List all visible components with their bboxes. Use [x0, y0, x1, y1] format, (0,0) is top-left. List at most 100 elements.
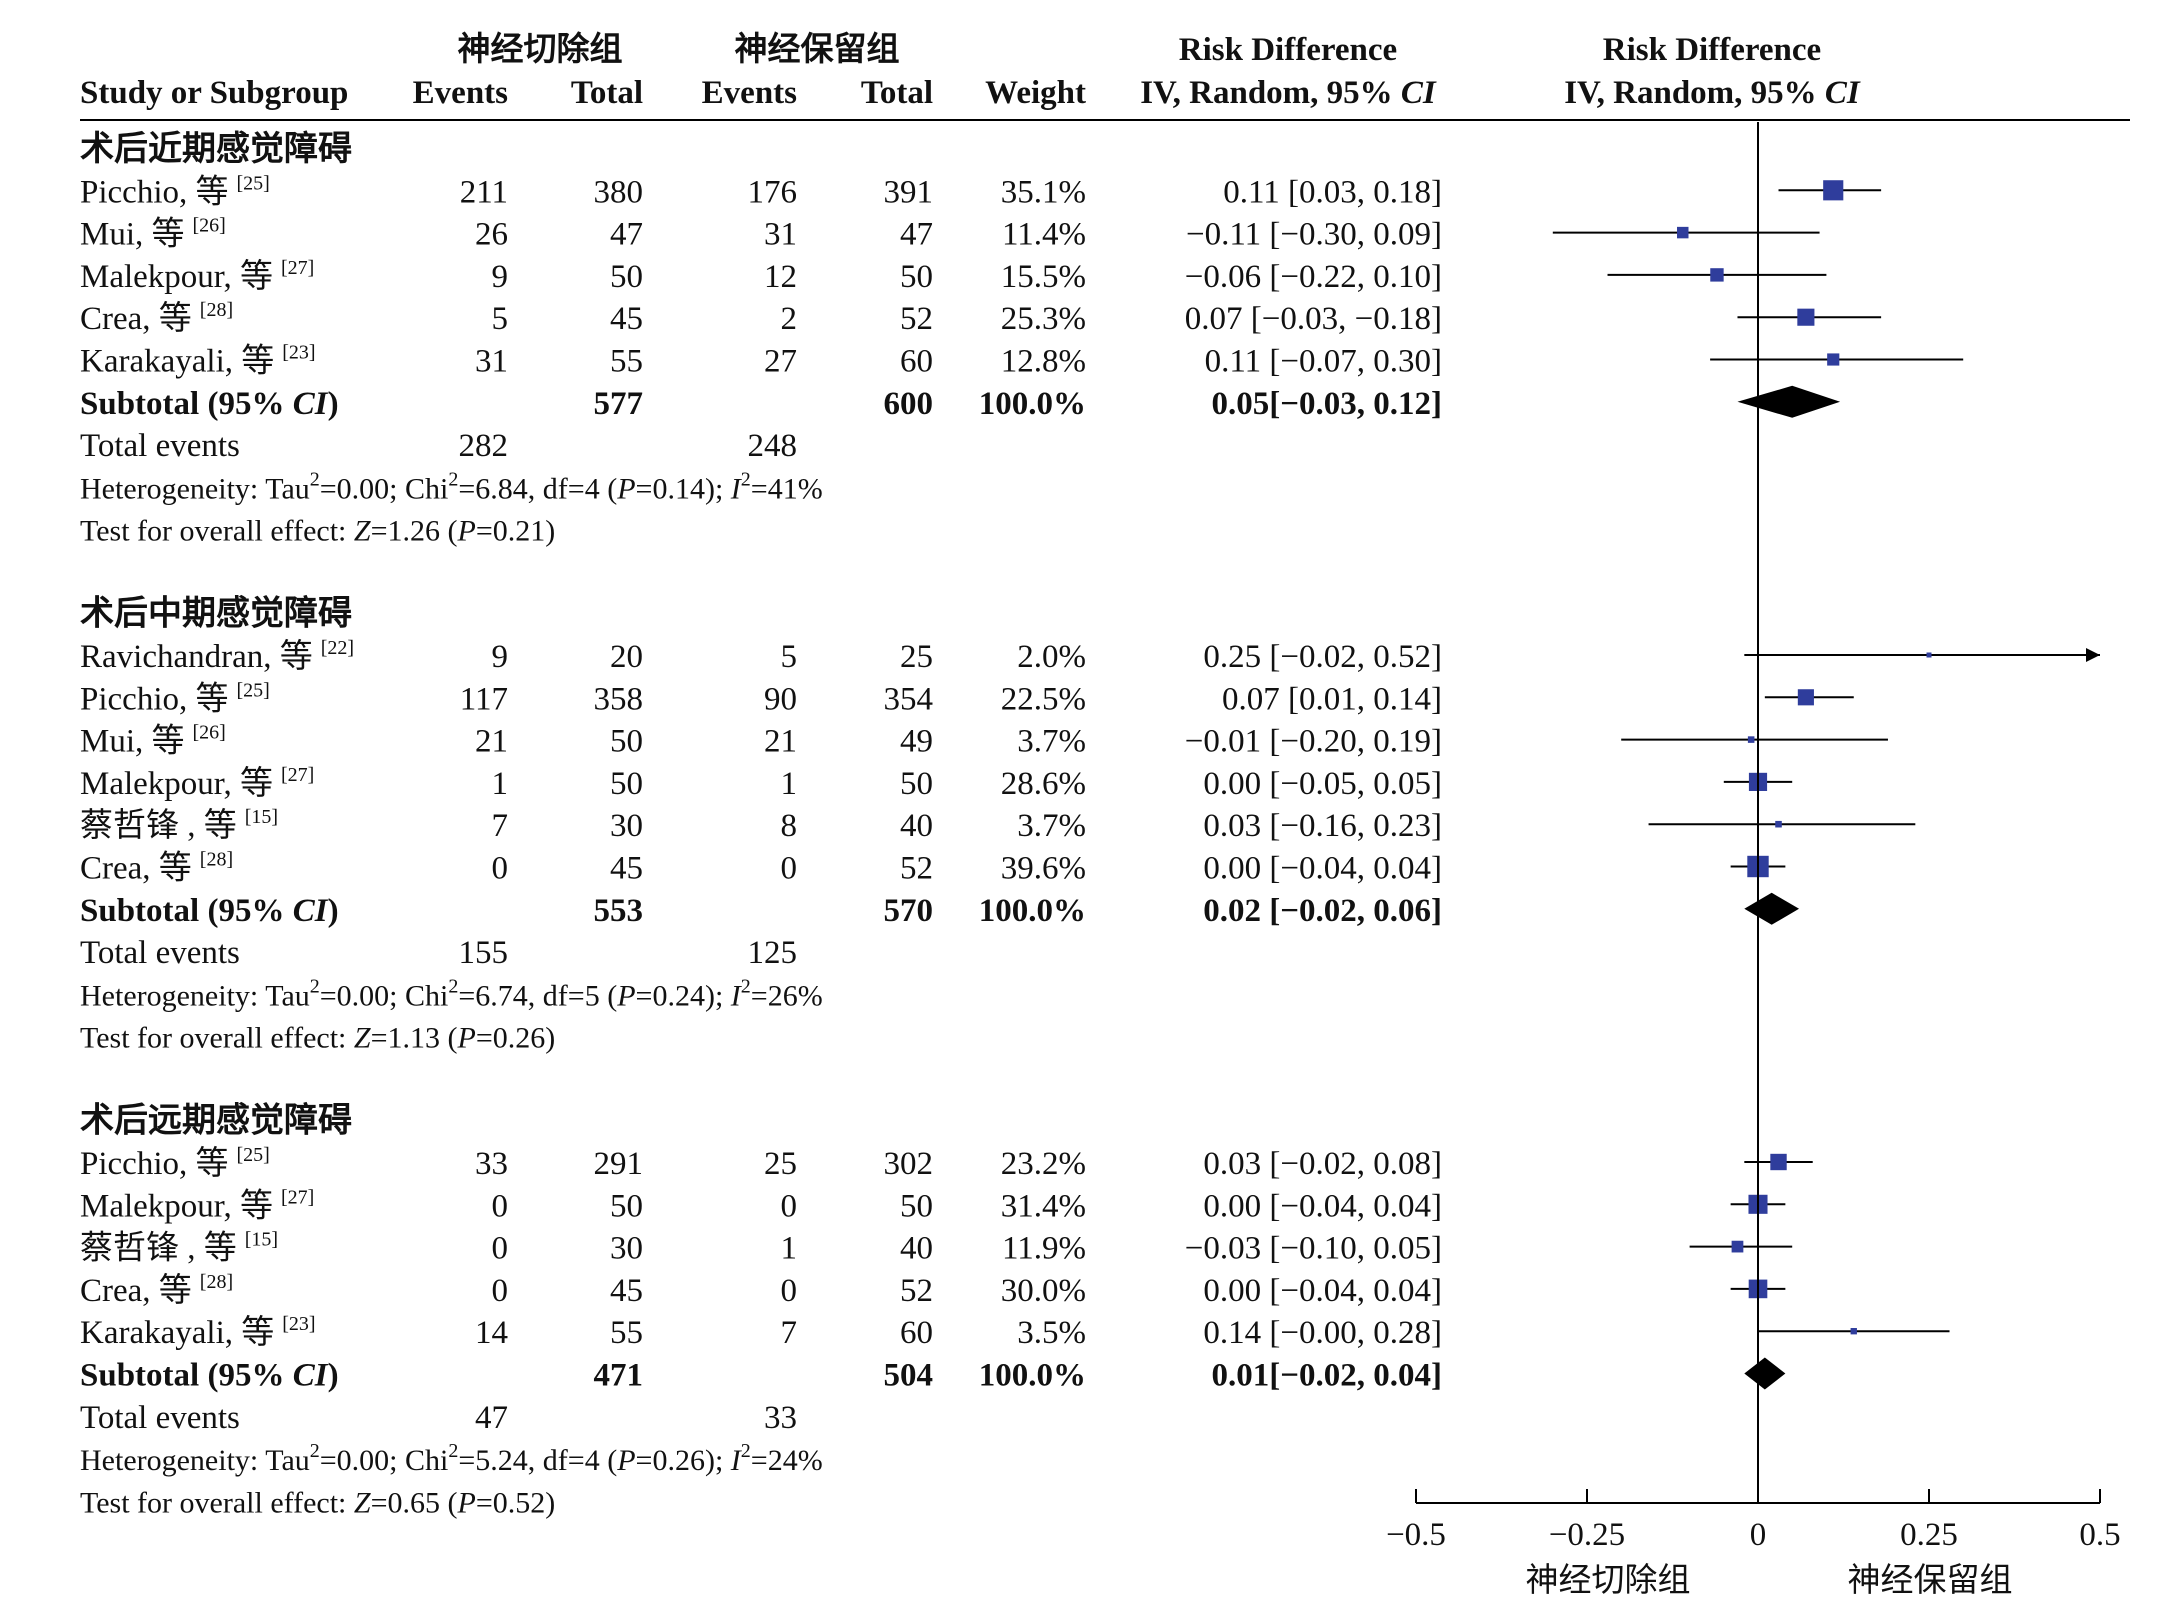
events-group1: 21 [475, 724, 508, 760]
events-group2: 1 [781, 766, 798, 802]
total-group1: 20 [610, 639, 643, 675]
study-name: Malekpour, 等 [27] [80, 257, 314, 295]
subtotal-label-text: Subtotal (95% [80, 893, 293, 929]
events-group2: 31 [764, 217, 797, 253]
study-reference: [26] [193, 215, 226, 237]
study-name-text: Mui, 等 [80, 723, 185, 760]
study-name: 蔡哲锋 , 等 [15] [80, 806, 278, 844]
overall-effect-p: P [457, 515, 476, 548]
subtotal-label: Subtotal (95% CI) [80, 1358, 339, 1394]
weight-value: 39.6% [1001, 851, 1086, 887]
subtotal-total-group1: 577 [594, 386, 644, 422]
total-group1: 47 [610, 217, 643, 253]
risk-difference-ci: 0.00 [−0.05, 0.05] [1203, 766, 1442, 802]
group2-events-header: Events [702, 75, 798, 111]
risk-difference-ci: 0.14 [−0.00, 0.28] [1203, 1315, 1442, 1351]
heterogeneity-i-value: =24% [751, 1444, 823, 1477]
study-name: Malekpour, 等 [27] [80, 764, 314, 802]
weight-value: 3.5% [1017, 1315, 1086, 1351]
study-name-text: Mui, 等 [80, 216, 185, 253]
total-events-label: Total events [80, 1400, 240, 1436]
study-name-text: Crea, 等 [80, 1272, 192, 1309]
total-group1: 45 [610, 301, 643, 337]
study-name: Crea, 等 [28] [80, 1271, 233, 1309]
study-estimate-square [1747, 736, 1755, 743]
total-events-group2: 125 [748, 935, 798, 971]
subtotal-label-text: Subtotal (95% [80, 1358, 293, 1394]
study-reference: [25] [236, 679, 269, 701]
weight-value: 31.4% [1001, 1188, 1086, 1224]
heterogeneity-prefix: Heterogeneity: Tau [80, 979, 310, 1012]
subtotal-label-text: Subtotal (95% [80, 386, 293, 422]
subtotal-ci: 0.05[−0.03, 0.12] [1211, 386, 1442, 422]
weight-value: 22.5% [1001, 681, 1086, 717]
overall-effect-prefix: Test for overall effect: [80, 515, 354, 548]
overall-effect-text: Test for overall effect: Z=1.26 (P=0.21) [80, 515, 555, 548]
study-reference: [28] [200, 299, 233, 321]
subgroup-title: 术后近期感觉障碍 [80, 130, 352, 168]
heterogeneity-i: I [730, 1444, 743, 1477]
weight-value: 3.7% [1017, 724, 1086, 760]
weight-value: 25.3% [1001, 301, 1086, 337]
study-name: Picchio, 等 [25] [80, 679, 270, 717]
heterogeneity-chi-value: =5.24, df=4 ( [458, 1444, 617, 1477]
study-column-header: Study or Subgroup [80, 75, 348, 111]
total-group2: 47 [900, 217, 933, 253]
overall-effect-prefix: Test for overall effect: [80, 1486, 354, 1519]
risk-difference-ci: 0.07 [0.01, 0.14] [1222, 681, 1442, 717]
rd-table-method-text: IV, Random, 95% [1140, 75, 1401, 111]
subtotal-total-group2: 504 [884, 1358, 934, 1394]
rd-plot-title: Risk Difference [1603, 32, 1821, 68]
risk-difference-ci: 0.11 [−0.07, 0.30] [1205, 344, 1442, 380]
study-name-text: Picchio, 等 [80, 1145, 228, 1182]
total-group2: 302 [884, 1146, 934, 1182]
total-group1: 45 [610, 851, 643, 887]
study-estimate-square [1677, 226, 1689, 239]
study-name: 蔡哲锋 , 等 [15] [80, 1229, 278, 1267]
study-reference: [27] [281, 764, 314, 786]
superscript-two: 2 [741, 468, 751, 490]
events-group2: 5 [781, 639, 798, 675]
subtotal-label-ci: CI [293, 893, 329, 929]
events-group2: 90 [764, 681, 797, 717]
heterogeneity-prefix: Heterogeneity: Tau [80, 1444, 310, 1477]
group1-events-header: Events [413, 75, 509, 111]
study-reference: [23] [282, 342, 315, 364]
heterogeneity-i-value: =26% [751, 979, 823, 1012]
study-reference: [22] [321, 637, 354, 659]
events-group1: 14 [475, 1315, 508, 1351]
study-reference: [15] [245, 806, 278, 828]
total-group2: 52 [900, 851, 933, 887]
study-estimate-square [1770, 1153, 1787, 1171]
study-estimate-square [1850, 1328, 1857, 1335]
heterogeneity-i-value: =41% [751, 472, 823, 505]
study-name: Ravichandran, 等 [22] [80, 637, 354, 675]
x-axis: −0.5 −0.25 0 0.25 0.5 神经切除组 神经保留组 [1386, 1489, 2121, 1599]
heterogeneity-chi-value: =6.84, df=4 ( [458, 472, 617, 505]
risk-difference-ci: 0.00 [−0.04, 0.04] [1203, 851, 1442, 887]
study-name-text: Ravichandran, 等 [80, 638, 313, 675]
study-name: Mui, 等 [26] [80, 722, 226, 760]
events-group2: 0 [781, 1188, 798, 1224]
overall-effect-p-value: =0.26) [476, 1022, 555, 1055]
weight-header: Weight [985, 75, 1086, 111]
subtotal-ci: 0.01[−0.02, 0.04] [1211, 1358, 1442, 1394]
study-reference: [28] [200, 1271, 233, 1293]
risk-difference-ci: −0.06 [−0.22, 0.10] [1185, 259, 1442, 295]
overall-effect-p-value: =0.21) [476, 515, 555, 548]
total-group2: 354 [884, 681, 934, 717]
x-axis-tick-label: 0 [1750, 1517, 1767, 1553]
total-group1: 55 [610, 1315, 643, 1351]
total-group2: 52 [900, 1273, 933, 1309]
events-group2: 25 [764, 1146, 797, 1182]
heterogeneity-p: P [616, 979, 635, 1012]
subtotal-diamond [1744, 1357, 1786, 1390]
x-axis-tick-label: −0.5 [1386, 1517, 1446, 1553]
total-group1: 358 [594, 681, 644, 717]
heterogeneity-text: Heterogeneity: Tau2=0.00; Chi2=5.24, df=… [80, 1440, 823, 1477]
total-events-group1: 47 [475, 1400, 508, 1436]
subtotal-weight: 100.0% [979, 1358, 1086, 1394]
